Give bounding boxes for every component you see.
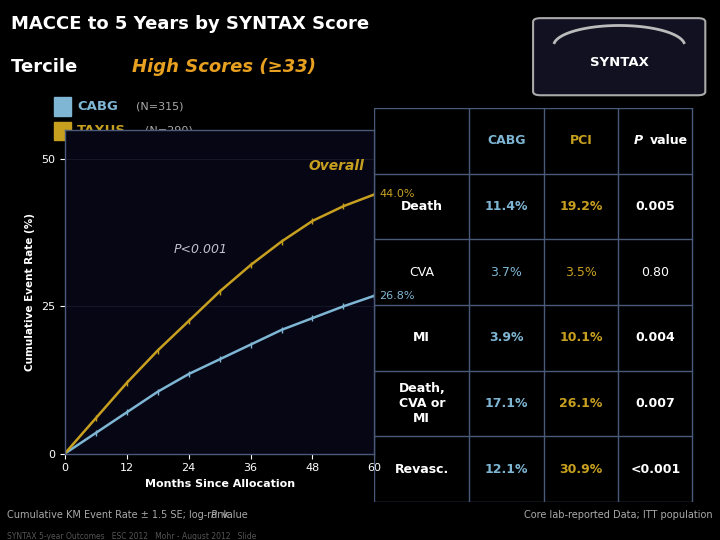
Text: 11.4%: 11.4% — [485, 200, 528, 213]
Text: CABG: CABG — [487, 134, 526, 147]
Text: 30.9%: 30.9% — [559, 463, 603, 476]
FancyBboxPatch shape — [533, 18, 706, 95]
Text: Death: Death — [401, 200, 443, 213]
Text: Revasc.: Revasc. — [395, 463, 449, 476]
Text: TAXUS: TAXUS — [77, 124, 126, 137]
Text: P<0.001: P<0.001 — [173, 244, 228, 256]
Text: P: P — [634, 134, 643, 147]
Text: 0.004: 0.004 — [635, 332, 675, 345]
Text: 44.0%: 44.0% — [379, 190, 415, 199]
Text: <0.001: <0.001 — [630, 463, 680, 476]
Text: 26.1%: 26.1% — [559, 397, 603, 410]
Text: 3.5%: 3.5% — [565, 266, 597, 279]
Text: SYNTAX: SYNTAX — [590, 56, 649, 69]
Text: 3.9%: 3.9% — [489, 332, 523, 345]
Text: (N=315): (N=315) — [136, 102, 184, 111]
Text: 0.80: 0.80 — [642, 266, 670, 279]
Text: High Scores (≥33): High Scores (≥33) — [132, 58, 316, 76]
Text: PCI: PCI — [570, 134, 592, 147]
Text: Core lab-reported Data; ITT population: Core lab-reported Data; ITT population — [524, 510, 713, 521]
Text: 10.1%: 10.1% — [559, 332, 603, 345]
Text: 0.005: 0.005 — [635, 200, 675, 213]
Y-axis label: Cumulative Event Rate (%): Cumulative Event Rate (%) — [25, 213, 35, 370]
Text: CABG: CABG — [77, 100, 118, 113]
Text: Cumulative KM Event Rate ± 1.5 SE; log-rank: Cumulative KM Event Rate ± 1.5 SE; log-r… — [7, 510, 233, 521]
Text: 17.1%: 17.1% — [485, 397, 528, 410]
Text: (N=290): (N=290) — [145, 126, 193, 136]
Bar — [53, 122, 71, 140]
X-axis label: Months Since Allocation: Months Since Allocation — [145, 479, 294, 489]
Text: MACCE to 5 Years by SYNTAX Score: MACCE to 5 Years by SYNTAX Score — [11, 15, 369, 33]
Text: CVA: CVA — [409, 266, 434, 279]
Text: Tercile: Tercile — [11, 58, 83, 76]
Text: 26.8%: 26.8% — [379, 291, 415, 301]
Text: 0.007: 0.007 — [635, 397, 675, 410]
Text: 19.2%: 19.2% — [559, 200, 603, 213]
Bar — [53, 97, 71, 116]
Text: Overall: Overall — [308, 159, 364, 173]
Text: 3.7%: 3.7% — [490, 266, 522, 279]
Text: P: P — [211, 510, 217, 521]
Text: SYNTAX 5-year Outcomes   ESC 2012   Mohr - August 2012   Slide: SYNTAX 5-year Outcomes ESC 2012 Mohr - A… — [7, 532, 256, 540]
Text: MI: MI — [413, 332, 431, 345]
Text: value: value — [649, 134, 688, 147]
Text: Death,
CVA or
MI: Death, CVA or MI — [398, 382, 445, 425]
Text: value: value — [222, 510, 248, 521]
Text: 12.1%: 12.1% — [485, 463, 528, 476]
